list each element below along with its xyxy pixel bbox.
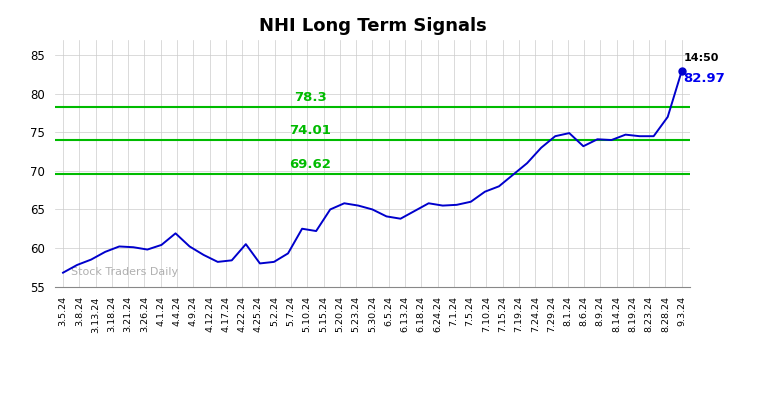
Text: 14:50: 14:50 — [684, 53, 719, 63]
Text: 74.01: 74.01 — [289, 124, 332, 137]
Text: Stock Traders Daily: Stock Traders Daily — [71, 267, 178, 277]
Title: NHI Long Term Signals: NHI Long Term Signals — [259, 18, 486, 35]
Text: 78.3: 78.3 — [294, 91, 327, 104]
Text: 82.97: 82.97 — [684, 72, 725, 86]
Text: 69.62: 69.62 — [289, 158, 332, 171]
